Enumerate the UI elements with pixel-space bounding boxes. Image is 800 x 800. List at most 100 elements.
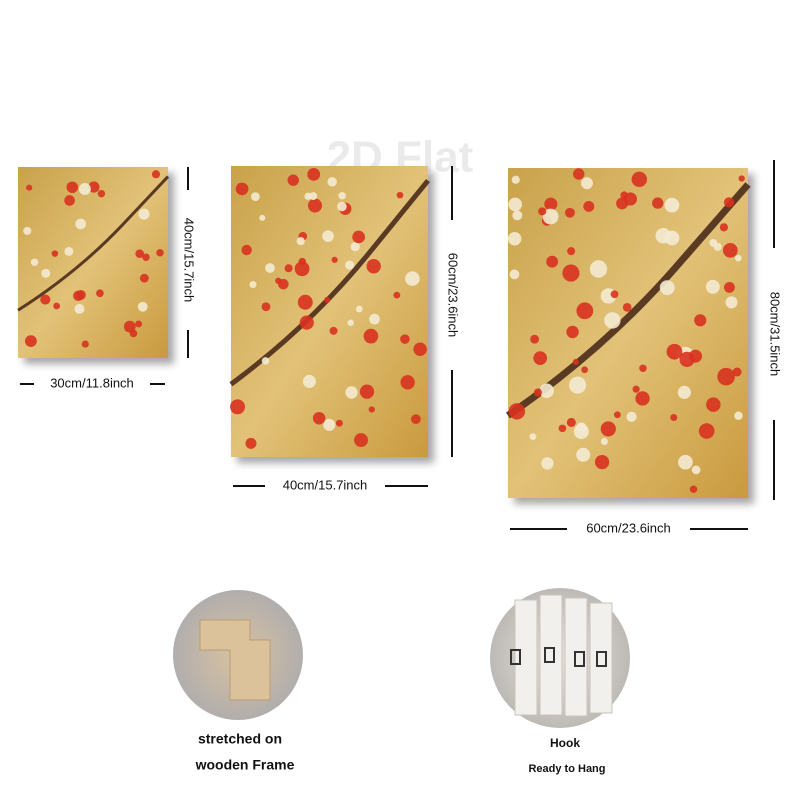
- blossom: [363, 328, 379, 344]
- blossom: [323, 418, 336, 431]
- blossom: [604, 312, 621, 329]
- blossom: [26, 184, 33, 191]
- blossom: [405, 271, 420, 286]
- blossom: [73, 290, 84, 301]
- blossom: [329, 326, 338, 335]
- painting: [229, 166, 430, 457]
- blossom: [589, 260, 608, 278]
- blossom: [717, 367, 735, 386]
- canvas: [18, 167, 168, 358]
- blossom: [302, 374, 316, 388]
- blossom: [135, 249, 145, 258]
- blossom: [338, 191, 346, 200]
- blossom: [75, 218, 87, 230]
- blossom: [539, 383, 554, 398]
- blossom: [261, 357, 270, 365]
- blossom: [734, 411, 743, 421]
- blossom: [529, 433, 537, 441]
- blossom: [335, 419, 343, 427]
- blossom: [296, 237, 305, 246]
- blossom: [400, 375, 415, 390]
- blossom: [581, 366, 589, 374]
- painting: [506, 168, 751, 498]
- blossom: [81, 340, 89, 348]
- blossom: [97, 189, 106, 198]
- blossom: [594, 454, 610, 470]
- blossom: [259, 214, 266, 221]
- blossom: [639, 364, 647, 373]
- width-label: 40cm/15.7inch: [283, 477, 368, 492]
- blossom: [564, 207, 575, 218]
- painting: [17, 167, 170, 358]
- blossom: [369, 313, 380, 325]
- blossom: [261, 302, 271, 312]
- blossom: [41, 268, 51, 278]
- blossom: [322, 230, 334, 242]
- blossom: [411, 414, 421, 425]
- blossom: [546, 255, 559, 268]
- blossom: [307, 167, 321, 181]
- blossom: [355, 305, 363, 313]
- blossom: [583, 200, 595, 212]
- blossom: [508, 197, 522, 212]
- frame-corner: [199, 619, 271, 701]
- blossom: [249, 281, 257, 289]
- blossom: [354, 433, 368, 448]
- blossom: [350, 242, 360, 252]
- hooks: [510, 647, 607, 667]
- height-label: 60cm/23.6inch: [446, 253, 461, 338]
- blossom: [566, 325, 579, 339]
- height-label: 80cm/31.5inch: [768, 292, 783, 377]
- blossom: [251, 192, 260, 202]
- width-label: 30cm/11.8inch: [50, 375, 134, 390]
- blossom: [732, 367, 742, 377]
- feature-caption: Hook: [550, 736, 580, 750]
- blossom: [230, 399, 246, 415]
- blossom: [275, 277, 282, 284]
- blossom: [508, 403, 526, 420]
- feature-caption: Ready to Hang: [528, 763, 605, 775]
- blossom: [64, 195, 75, 206]
- blossom: [738, 175, 745, 182]
- blossom: [337, 201, 347, 212]
- blossom: [512, 210, 523, 221]
- blossom: [580, 177, 593, 190]
- blossom: [600, 421, 616, 437]
- blossom: [287, 174, 299, 186]
- blossom: [66, 181, 79, 194]
- blossom: [25, 335, 37, 348]
- blossom: [345, 260, 355, 270]
- blossom: [533, 388, 542, 397]
- blossom: [324, 296, 331, 303]
- blossom: [509, 269, 520, 280]
- height-label: 40cm/15.7inch: [182, 218, 197, 303]
- blossom: [610, 290, 619, 299]
- width-label: 60cm/23.6inch: [586, 520, 671, 535]
- blossom: [706, 397, 721, 412]
- blossom: [235, 182, 249, 196]
- blossom: [30, 258, 39, 266]
- blossom: [511, 175, 520, 184]
- blossom: [722, 242, 738, 258]
- blossom: [345, 386, 358, 399]
- blossom: [156, 249, 164, 257]
- blossom: [413, 342, 427, 356]
- blossom: [138, 208, 150, 220]
- blossom: [573, 168, 585, 180]
- blossom: [135, 320, 143, 328]
- blossom: [366, 259, 381, 274]
- blossom: [23, 226, 32, 236]
- blossom: [632, 385, 640, 393]
- blossom: [284, 264, 293, 273]
- blossom: [670, 414, 678, 422]
- feature-caption: wooden Frame: [195, 757, 295, 773]
- blossom: [88, 181, 100, 193]
- blossom: [265, 263, 275, 273]
- feature-caption: stretched on: [198, 731, 282, 747]
- blossom: [327, 177, 337, 187]
- blossom: [123, 320, 136, 333]
- blossom: [558, 424, 567, 433]
- blossom: [352, 230, 365, 244]
- blossom: [542, 208, 559, 225]
- blossom: [396, 191, 404, 199]
